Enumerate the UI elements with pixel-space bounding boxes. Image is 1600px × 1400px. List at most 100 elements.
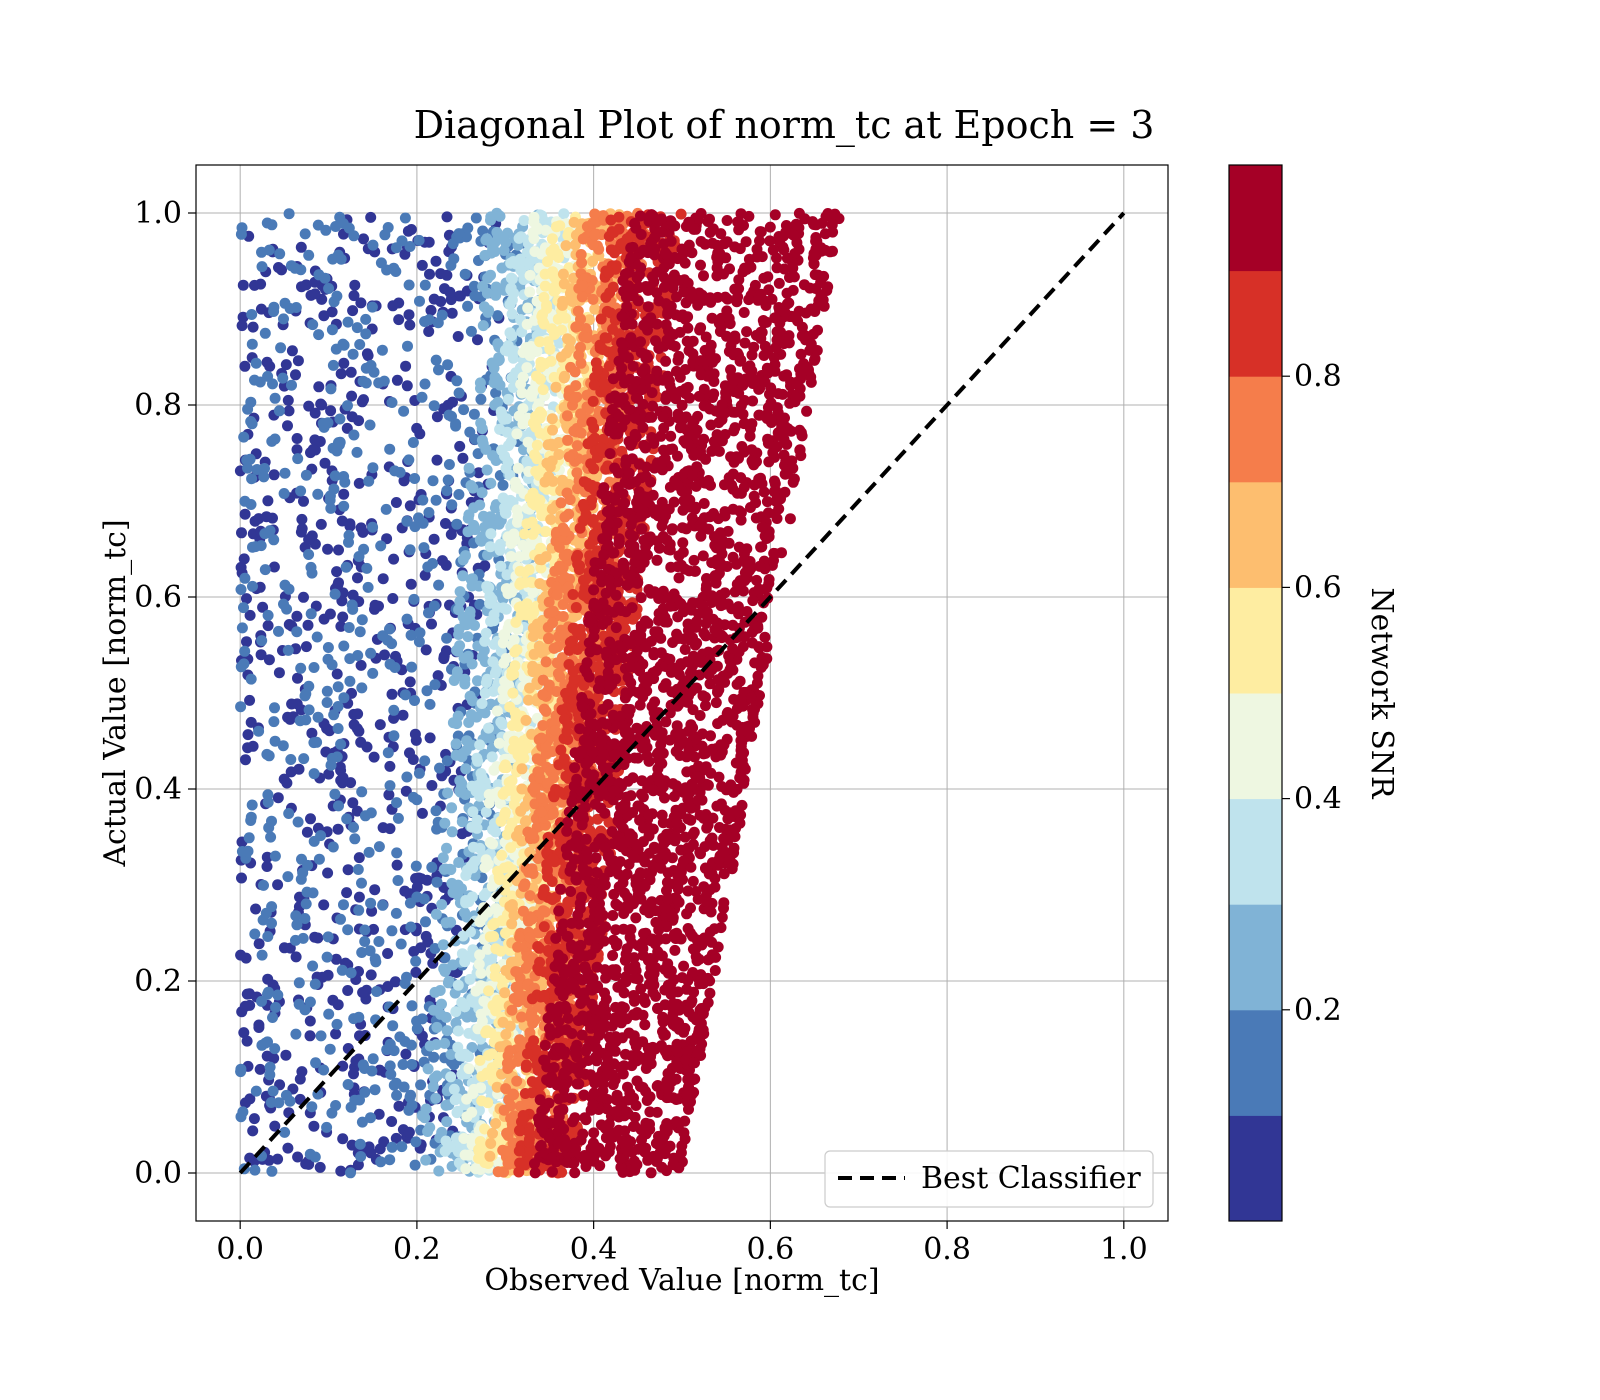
scatter-point <box>504 1045 516 1057</box>
scatter-point <box>427 1081 439 1093</box>
scatter-point <box>382 948 394 959</box>
scatter-point <box>419 279 431 291</box>
scatter-point <box>429 943 441 954</box>
scatter-point <box>485 615 497 627</box>
scatter-point <box>479 656 491 668</box>
scatter-point <box>249 374 260 386</box>
scatter-point <box>468 996 480 1008</box>
scatter-point <box>282 420 293 432</box>
scatter-point <box>477 438 489 450</box>
scatter-point <box>390 1132 402 1144</box>
scatter-point <box>367 462 379 474</box>
scatter-point <box>312 932 324 944</box>
scatter-point <box>575 249 587 260</box>
scatter-point <box>390 266 402 277</box>
scatter-point <box>329 788 341 800</box>
scatter-point <box>554 560 565 572</box>
scatter-point <box>303 534 315 545</box>
scatter-point <box>473 958 485 970</box>
scatter-point <box>345 1167 356 1179</box>
scatter-point <box>358 233 369 245</box>
scatter-point <box>338 692 350 704</box>
scatter-point <box>273 625 284 637</box>
scatter-point <box>492 1166 504 1178</box>
scatter-point <box>357 1059 369 1071</box>
scatter-point <box>524 540 536 552</box>
scatter-point <box>511 644 523 656</box>
scatter-point <box>514 253 526 265</box>
scatter-point <box>235 949 247 961</box>
scatter-point <box>319 457 331 469</box>
scatter-point <box>357 526 369 538</box>
scatter-point <box>461 864 473 876</box>
scatter-point <box>286 698 298 710</box>
scatter-point <box>463 1063 475 1075</box>
scatter-point <box>304 1015 316 1027</box>
scatter-point <box>483 1049 495 1061</box>
scatter-point <box>266 917 277 929</box>
scatter-point <box>526 516 538 528</box>
scatter-point <box>367 1053 379 1065</box>
scatter-point <box>485 211 497 223</box>
scatter-point <box>489 970 501 982</box>
scatter-point <box>236 320 248 332</box>
scatter-point <box>534 578 546 590</box>
scatter-point <box>303 704 315 716</box>
scatter-point <box>557 295 569 307</box>
scatter-point <box>469 290 481 302</box>
scatter-point <box>256 246 267 258</box>
scatter-point <box>480 806 492 818</box>
scatter-point <box>238 658 250 670</box>
scatter-point <box>441 1025 453 1037</box>
scatter-point <box>279 467 291 479</box>
scatter-point <box>345 366 357 378</box>
scatter-point <box>268 306 280 317</box>
scatter-point <box>392 812 404 824</box>
scatter-point <box>327 253 339 265</box>
scatter-point <box>404 319 416 331</box>
scatter-point <box>388 712 400 724</box>
scatter-point <box>542 439 554 451</box>
scatter-point <box>454 586 466 598</box>
scatter-point <box>344 520 356 532</box>
scatter-point <box>439 817 451 829</box>
scatter-point <box>424 698 436 710</box>
scatter-point <box>245 396 257 408</box>
scatter-point <box>559 525 571 537</box>
scatter-point <box>501 762 513 774</box>
scatter-point <box>400 1048 412 1060</box>
scatter-point <box>521 318 533 330</box>
scatter-point <box>557 611 569 622</box>
scatter-point <box>381 264 393 276</box>
scatter-point <box>553 449 565 460</box>
scatter-point <box>392 875 404 886</box>
scatter-point <box>572 305 584 317</box>
scatter-point <box>552 668 564 680</box>
scatter-point <box>242 845 254 857</box>
scatter-point <box>442 787 454 799</box>
scatter-point <box>487 450 499 462</box>
scatter-point <box>295 873 307 885</box>
scatter-point <box>244 1152 256 1164</box>
scatter-point <box>550 381 562 393</box>
scatter-point <box>250 1085 262 1097</box>
scatter-point <box>365 647 377 659</box>
scatter-point <box>457 570 469 582</box>
scatter-point <box>308 662 320 673</box>
scatter-point <box>502 393 514 405</box>
scatter-point <box>313 329 325 341</box>
scatter-point <box>497 231 509 243</box>
scatter-point <box>410 873 422 884</box>
scatter-point <box>411 1015 423 1027</box>
scatter-point <box>352 650 364 661</box>
scatter-point <box>338 471 350 482</box>
scatter-point <box>528 216 540 228</box>
scatter-point <box>293 977 305 989</box>
scatter-point <box>509 707 521 719</box>
scatter-point <box>373 841 385 853</box>
scatter-point <box>454 440 466 452</box>
scatter-point <box>255 278 267 290</box>
scatter-point <box>338 357 350 369</box>
scatter-point <box>325 502 337 514</box>
scatter-point <box>467 482 479 494</box>
